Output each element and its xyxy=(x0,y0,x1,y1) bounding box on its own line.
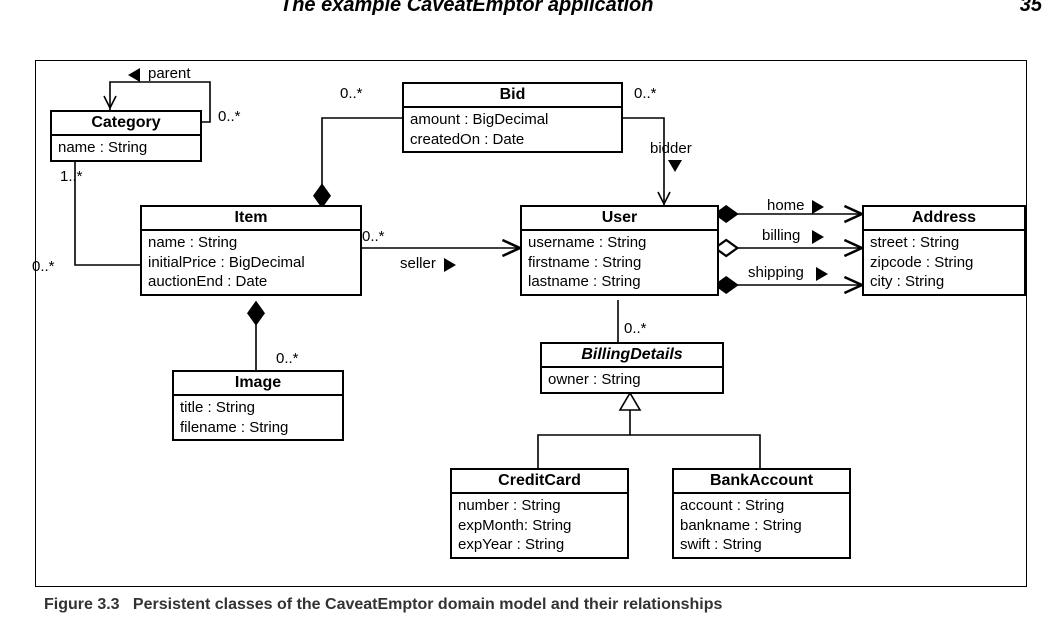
class-billingdetails: BillingDetails owner : String xyxy=(540,342,724,394)
class-item: Item name : StringinitialPrice : BigDeci… xyxy=(140,205,362,296)
class-attrs: name : StringinitialPrice : BigDecimalau… xyxy=(142,231,360,294)
label-shipping: shipping xyxy=(748,264,804,281)
class-user: User username : Stringfirstname : String… xyxy=(520,205,719,296)
class-title: BillingDetails xyxy=(542,344,722,368)
class-title: User xyxy=(522,207,717,231)
mult-item-seller: 0..* xyxy=(362,228,385,245)
arrow-right-icon xyxy=(444,258,456,272)
class-attrs: owner : String xyxy=(542,368,722,392)
mult-bid-right: 0..* xyxy=(634,85,657,102)
caption-prefix: Figure 3.3 xyxy=(44,596,120,613)
class-title: Image xyxy=(174,372,342,396)
class-attrs: number : StringexpMonth: StringexpYear :… xyxy=(452,494,627,557)
arrow-down-icon xyxy=(668,160,682,172)
class-category: Category name : String xyxy=(50,110,202,162)
label-billing: billing xyxy=(762,227,800,244)
class-title: Category xyxy=(52,112,200,136)
mult-cat-self: 0..* xyxy=(218,108,241,125)
arrow-left-icon xyxy=(128,68,140,82)
class-attrs: title : Stringfilename : String xyxy=(174,396,342,439)
arrow-right-icon xyxy=(812,230,824,244)
mult-cat-item-bot: 0..* xyxy=(32,258,55,275)
class-title: Item xyxy=(142,207,360,231)
class-bankaccount: BankAccount account : Stringbankname : S… xyxy=(672,468,851,559)
class-title: CreditCard xyxy=(452,470,627,494)
class-creditcard: CreditCard number : StringexpMonth: Stri… xyxy=(450,468,629,559)
label-parent: parent xyxy=(148,65,191,82)
class-attrs: amount : BigDecimalcreatedOn : Date xyxy=(404,108,621,151)
arrow-right-icon xyxy=(816,267,828,281)
label-bidder: bidder xyxy=(650,140,692,157)
label-seller: seller xyxy=(400,255,436,272)
class-attrs: street : Stringzipcode : Stringcity : St… xyxy=(864,231,1024,294)
mult-billing: 0..* xyxy=(624,320,647,337)
class-attrs: username : Stringfirstname : Stringlastn… xyxy=(522,231,717,294)
class-bid: Bid amount : BigDecimalcreatedOn : Date xyxy=(402,82,623,153)
class-attrs: account : Stringbankname : Stringswift :… xyxy=(674,494,849,557)
class-title: BankAccount xyxy=(674,470,849,494)
mult-image: 0..* xyxy=(276,350,299,367)
class-attrs: name : String xyxy=(52,136,200,160)
class-image: Image title : Stringfilename : String xyxy=(172,370,344,441)
class-title: Bid xyxy=(404,84,621,108)
figure-caption: Figure 3.3 Persistent classes of the Cav… xyxy=(44,596,722,614)
class-address: Address street : Stringzipcode : Stringc… xyxy=(862,205,1026,296)
label-home: home xyxy=(767,197,805,214)
mult-bid-left: 0..* xyxy=(340,85,363,102)
arrow-right-icon xyxy=(812,200,824,214)
caption-text: Persistent classes of the CaveatEmptor d… xyxy=(133,596,723,613)
diagram-stage: { "header": {"title":"The example Caveat… xyxy=(0,0,1060,618)
mult-cat-item-top: 1..* xyxy=(60,168,83,185)
class-title: Address xyxy=(864,207,1024,231)
